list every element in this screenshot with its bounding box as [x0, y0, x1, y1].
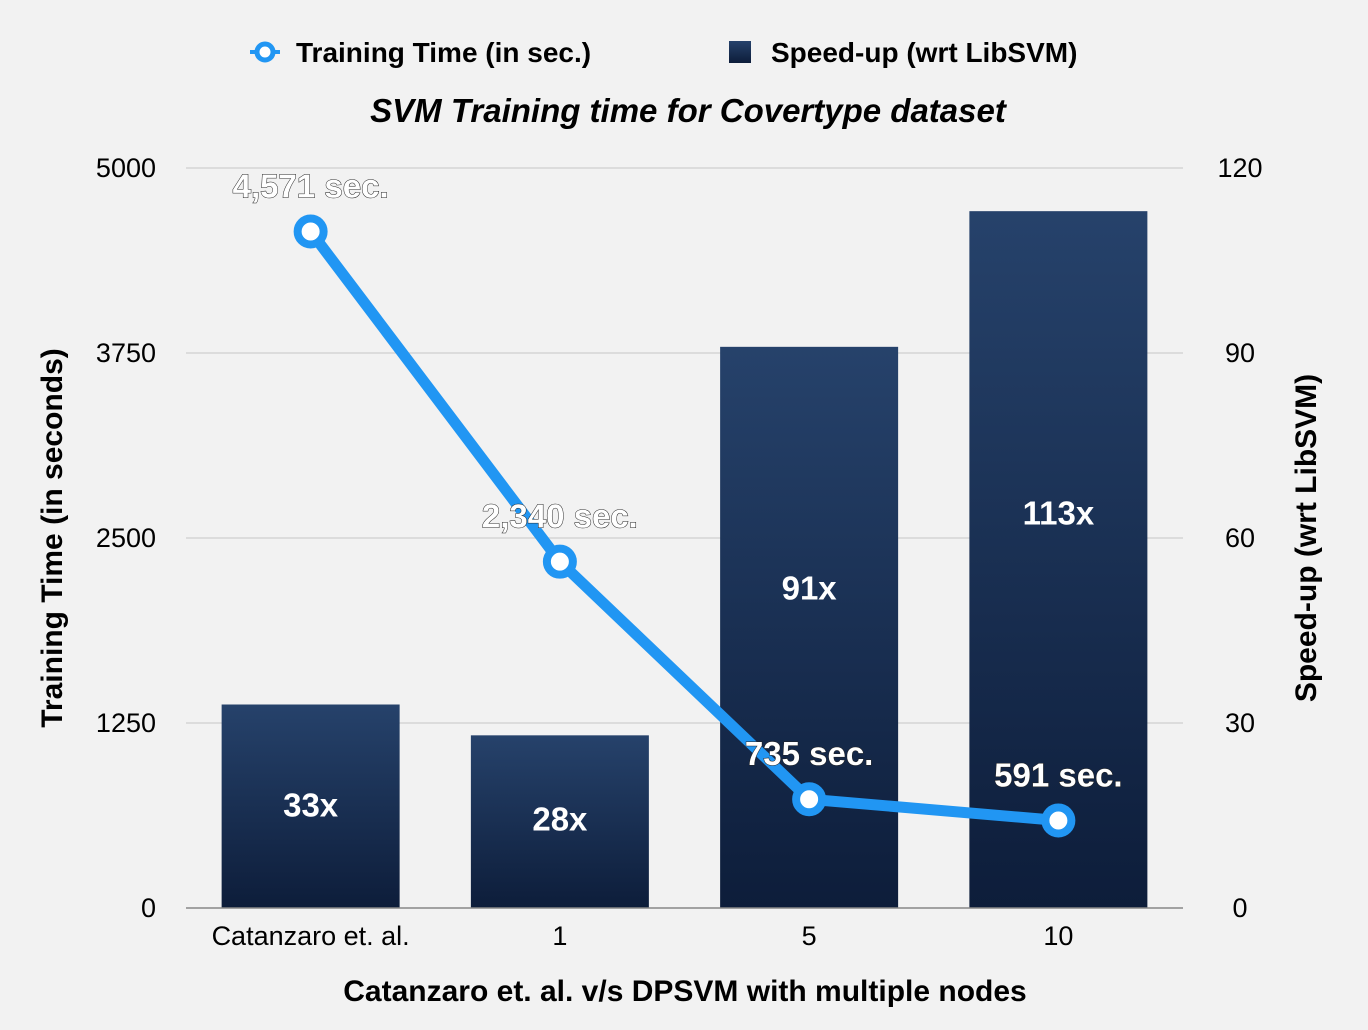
right-tick-label: 0 [1232, 893, 1247, 923]
right-tick-label: 90 [1225, 338, 1255, 368]
right-tick-label: 120 [1217, 153, 1262, 183]
training-time-point [1041, 803, 1076, 838]
legend: Training Time (in sec.) Speed-up (wrt Li… [250, 37, 1077, 68]
training-time-label: 735 sec. [745, 735, 873, 772]
x-tick-label: Catanzaro et. al. [212, 921, 410, 951]
speed-up-bar [969, 211, 1148, 908]
training-time-line-path [306, 228, 1059, 827]
training-time-line: 4,571 sec. 2,340 sec. 735 sec. 591 sec. [232, 167, 1123, 838]
x-tick-label: 1 [552, 921, 567, 951]
legend-label-training-time: Training Time (in sec.) [296, 37, 591, 68]
speed-up-bar [720, 346, 899, 908]
chart-title: SVM Training time for Covertype dataset [370, 92, 1008, 129]
speed-up-bar [470, 735, 649, 908]
speed-up-label: 91x [782, 569, 838, 606]
training-time-label: 4,571 sec. [233, 167, 389, 204]
left-axis-title: Training Time (in seconds) [36, 348, 69, 728]
speed-up-bar [221, 704, 400, 908]
speed-up-label: 113x [1023, 495, 1095, 532]
speed-up-label: 33x [283, 786, 339, 823]
speed-up-bars: 33x 28x 91x 113x [221, 211, 1148, 908]
x-axis-title: Catanzaro et. al. v/s DPSVM with multipl… [343, 975, 1026, 1008]
legend-label-speed-up: Speed-up (wrt LibSVM) [771, 37, 1077, 68]
training-time-label: 2,340 sec. [482, 498, 638, 535]
training-time-point [792, 782, 827, 817]
left-tick-label: 2500 [96, 523, 156, 553]
left-tick-label: 5000 [96, 153, 156, 183]
left-tick-label: 3750 [96, 338, 156, 368]
training-time-point [293, 214, 328, 249]
left-tick-label: 1250 [96, 708, 156, 738]
training-time-label: 591 sec. [994, 757, 1122, 794]
x-tick-label: 5 [802, 921, 817, 951]
left-axis-ticks: 0 1250 2500 3750 5000 [96, 153, 156, 923]
right-axis-title: Speed-up (wrt LibSVM) [1290, 374, 1323, 702]
right-axis-ticks: 0 30 60 90 120 [1217, 153, 1262, 923]
legend-bar-swatch [729, 41, 751, 63]
right-tick-label: 60 [1225, 523, 1255, 553]
x-axis-ticks: Catanzaro et. al. 1 5 10 [212, 921, 1074, 951]
left-tick-label: 0 [141, 893, 156, 923]
right-tick-label: 30 [1225, 708, 1255, 738]
x-tick-label: 10 [1043, 921, 1073, 951]
training-time-point [542, 544, 577, 579]
speed-up-label: 28x [532, 800, 588, 837]
legend-line-marker [254, 41, 276, 63]
